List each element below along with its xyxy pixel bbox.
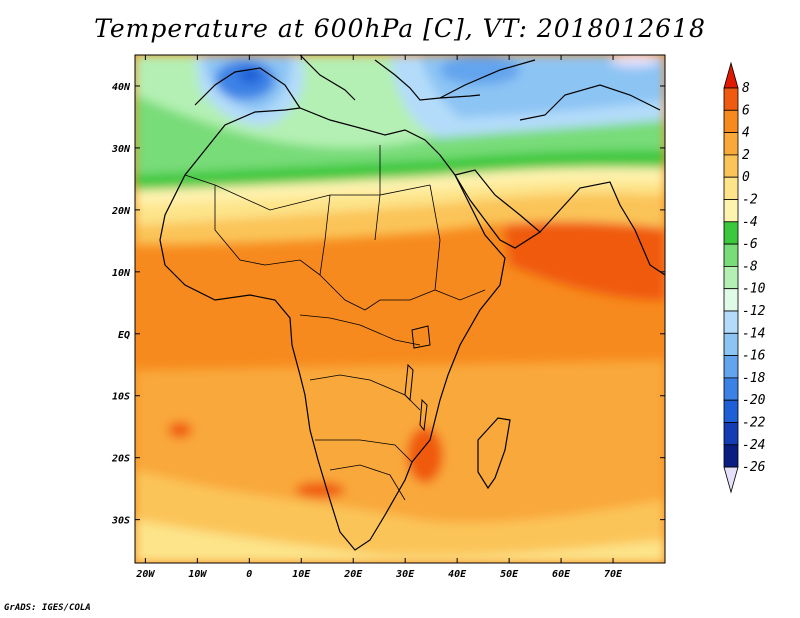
colorbar-label: -14 [742, 326, 765, 341]
colorbar-segment [723, 288, 739, 312]
colorbar-label: -16 [742, 349, 766, 364]
colorbar-label: 0 [742, 170, 750, 185]
lon-tick-labels: 20W 10W 0 10E 20E 30E 40E 50E 60E 70E [135, 569, 623, 580]
colorbar-label: 4 [742, 126, 750, 141]
colorbar-segment [723, 332, 739, 356]
colorbar-segment [723, 132, 739, 156]
colorbar-label: -6 [742, 237, 758, 252]
colorbar-segment [723, 355, 739, 379]
lat-tick-labels: 40N 30N 20N 10N EQ 10S 20S 30S [111, 82, 131, 527]
country-borders [184, 145, 486, 501]
colorbar-label: -24 [742, 438, 765, 453]
colorbar-label: 8 [742, 81, 750, 96]
lon-tick-label: 40E [448, 569, 467, 580]
colorbar-label: -22 [742, 416, 766, 431]
lake-malawi [419, 398, 428, 432]
lakes [404, 325, 431, 432]
lon-tick-label: 20E [343, 569, 363, 580]
colorbar-label: 6 [742, 103, 750, 118]
colorbar-segment [723, 154, 739, 178]
iberia-coastline [194, 67, 301, 109]
lon-tick-label: 10W [188, 569, 207, 580]
colorbar-label: -10 [742, 282, 766, 297]
colorbar-segment [723, 265, 739, 290]
lat-tick-label: 30S [111, 516, 130, 527]
lon-tick-label: 60E [552, 569, 571, 580]
colorbar: 8 6 4 2 0 -2 -4 -6 -8 -10 -12 -14 -16 -18 -20 -22 -24 -26 [723, 61, 766, 494]
lon-tick-label: 0 [246, 569, 252, 580]
map-title: Temperature at 600hPa [C], VT: 201801261… [94, 14, 706, 43]
lat-tick-label: 20N [111, 206, 131, 217]
colorbar-label: -12 [742, 304, 766, 319]
coastlines [159, 55, 665, 551]
colorbar-segment [723, 399, 739, 423]
lat-tick-label: 10S [112, 392, 130, 403]
lat-tick-label: 10N [112, 268, 131, 279]
colorbar-segment [723, 221, 739, 245]
colorbar-label: -8 [742, 259, 758, 274]
colorbar-segment [723, 176, 739, 200]
lat-tick-label: 40N [112, 82, 131, 93]
lon-tick-label: 50E [500, 569, 519, 580]
colorbar-top-arrow [723, 61, 739, 89]
lon-tick-marks [144, 55, 614, 563]
colorbar-label: 2 [742, 148, 750, 163]
colorbar-segment [723, 243, 739, 267]
lon-tick-label: 20W [135, 569, 155, 580]
colorbar-segment [723, 199, 739, 223]
lat-tick-label: 30N [111, 144, 131, 155]
lake-tanganyika [404, 363, 414, 402]
iran-coastline [519, 84, 661, 121]
colorbar-segment [723, 109, 739, 134]
colorbar-label: -26 [742, 460, 766, 475]
colorbar-segment [723, 444, 739, 468]
arabia-coastline [454, 169, 542, 249]
madagascar-coastline [477, 417, 511, 490]
lat-tick-label: EQ [118, 330, 130, 341]
colorbar-segment [723, 377, 739, 401]
turkey-coastline [439, 59, 536, 99]
colorbar-segment [723, 422, 739, 446]
colorbar-label: -20 [742, 393, 766, 408]
asia-coastline [539, 181, 665, 276]
lat-tick-marks [135, 85, 665, 521]
lon-tick-label: 30E [395, 569, 415, 580]
lake-victoria [411, 325, 431, 349]
temperature-field [135, 55, 665, 563]
colorbar-bottom-arrow [723, 466, 739, 494]
lon-tick-label: 10E [292, 569, 311, 580]
lon-tick-label: 70E [604, 569, 623, 580]
colorbar-segment [723, 310, 739, 334]
colorbar-segment [723, 87, 739, 111]
balkans-coastline [374, 59, 481, 101]
lat-tick-label: 20S [111, 454, 130, 465]
grads-credit: GrADS: IGES/COLA [4, 603, 91, 613]
colorbar-label: -2 [742, 193, 758, 208]
colorbar-label: -18 [742, 371, 766, 386]
plot-frame [134, 54, 666, 564]
colorbar-label: -4 [742, 215, 758, 230]
italy-coastline [299, 55, 356, 101]
